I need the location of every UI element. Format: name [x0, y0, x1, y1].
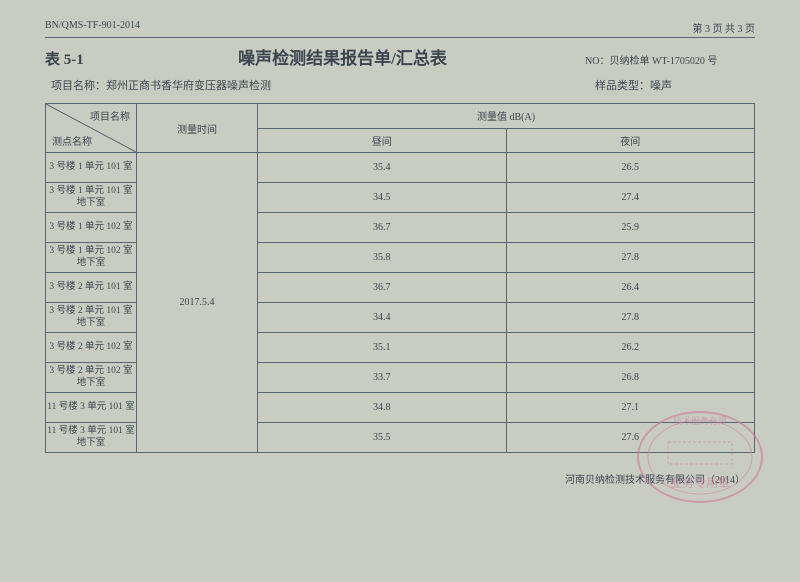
night-value-cell: 27.6 — [506, 423, 755, 453]
point-cell: 11 号楼 3 单元 101 室 — [46, 393, 137, 423]
col-value-header: 测量值 dB(A) — [258, 104, 755, 129]
point-cell: 3 号楼 2 单元 101 室地下室 — [46, 303, 137, 333]
footer-company: 河南贝纳检测技术服务有限公司（2014） — [45, 471, 755, 486]
night-value-cell: 25.9 — [506, 213, 755, 243]
col-night-header: 夜间 — [506, 128, 755, 153]
night-value-cell: 26.2 — [506, 333, 755, 363]
doc-number: NO：贝纳检单 WT-1705020 号 — [585, 52, 755, 67]
sub-header-row: 项目名称：郑州正商书香华府变压器噪声检测 样品类型：噪声 — [45, 77, 755, 93]
results-table: 项目名称 测点名称 测量时间 测量值 dB(A) 昼间 夜间 3 号楼 1 单元… — [45, 103, 755, 453]
day-value-cell: 34.8 — [258, 393, 507, 423]
time-cell: 2017.5.4 — [137, 153, 258, 453]
point-cell: 11 号楼 3 单元 101 室地下室 — [46, 423, 137, 453]
day-value-cell: 33.7 — [258, 363, 507, 393]
night-value-cell: 27.4 — [506, 183, 755, 213]
diagonal-header-cell: 项目名称 测点名称 — [46, 104, 137, 153]
col-time-header: 测量时间 — [137, 104, 258, 153]
main-title: 噪声检测结果报告单/汇总表 — [100, 44, 585, 69]
point-cell: 3 号楼 1 单元 101 室地下室 — [46, 183, 137, 213]
day-value-cell: 34.5 — [258, 183, 507, 213]
doc-code: BN/QMS-TF-901-2014 — [45, 20, 140, 35]
title-row: 表 5-1 噪声检测结果报告单/汇总表 NO：贝纳检单 WT-1705020 号 — [45, 44, 755, 69]
sample-type: 样品类型：噪声 — [595, 77, 755, 93]
table-row: 3 号楼 1 单元 101 室2017.5.435.426.5 — [46, 153, 755, 183]
day-value-cell: 36.7 — [258, 213, 507, 243]
point-cell: 3 号楼 1 单元 102 室 — [46, 213, 137, 243]
point-cell: 3 号楼 2 单元 101 室 — [46, 273, 137, 303]
night-value-cell: 27.1 — [506, 393, 755, 423]
col-day-header: 昼间 — [258, 128, 507, 153]
day-value-cell: 34.4 — [258, 303, 507, 333]
project-name: 项目名称：郑州正商书香华府变压器噪声检测 — [51, 77, 271, 93]
page-info: 第 3 页 共 3 页 — [693, 20, 756, 35]
diag-top-label: 项目名称 — [90, 108, 130, 123]
point-cell: 3 号楼 2 单元 102 室地下室 — [46, 363, 137, 393]
point-cell: 3 号楼 1 单元 101 室 — [46, 153, 137, 183]
night-value-cell: 26.5 — [506, 153, 755, 183]
day-value-cell: 35.1 — [258, 333, 507, 363]
day-value-cell: 35.5 — [258, 423, 507, 453]
day-value-cell: 35.8 — [258, 243, 507, 273]
point-cell: 3 号楼 2 单元 102 室 — [46, 333, 137, 363]
day-value-cell: 36.7 — [258, 273, 507, 303]
day-value-cell: 35.4 — [258, 153, 507, 183]
top-header-row: BN/QMS-TF-901-2014 第 3 页 共 3 页 — [45, 20, 755, 38]
night-value-cell: 27.8 — [506, 303, 755, 333]
night-value-cell: 27.8 — [506, 243, 755, 273]
point-cell: 3 号楼 1 单元 102 室地下室 — [46, 243, 137, 273]
night-value-cell: 26.4 — [506, 273, 755, 303]
night-value-cell: 26.8 — [506, 363, 755, 393]
diag-bottom-label: 测点名称 — [52, 133, 92, 148]
